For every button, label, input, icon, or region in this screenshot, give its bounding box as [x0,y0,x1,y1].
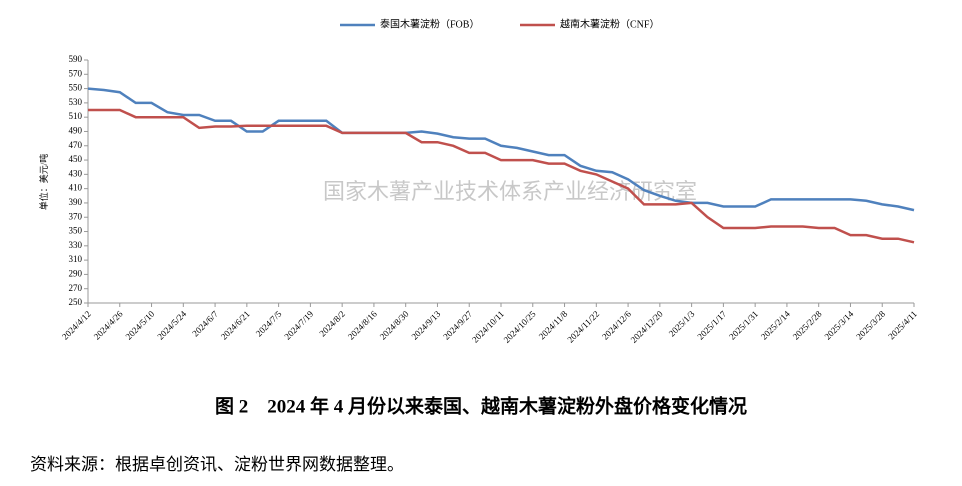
x-tick-label: 2024/10/25 [502,308,538,344]
x-tick-label: 2024/5/24 [155,308,188,341]
x-tick-label: 2024/10/11 [470,309,506,345]
x-tick-label: 2024/12/6 [600,308,633,341]
x-tick-label: 2024/11/8 [537,308,570,341]
x-tick-label: 2024/11/22 [565,309,601,345]
y-tick-label: 470 [69,140,83,150]
y-tick-label: 450 [69,154,83,164]
series-line [87,87,915,212]
series-line [88,108,915,244]
caption: 图 2 2024 年 4 月份以来泰国、越南木薯淀粉外盘价格变化情况 [215,394,747,417]
x-tick-label: 2024/6/21 [219,309,252,342]
y-axis-label: 单位：美元/吨 [38,154,49,211]
x-tick-label: 2024/8/16 [346,308,379,341]
y-tick-label: 570 [69,68,83,78]
x-tick-label: 2025/1/17 [695,308,728,341]
y-tick-label: 290 [69,268,83,278]
y-tick-label: 310 [69,254,83,264]
x-tick-label: 2024/4/26 [92,308,125,341]
x-tick-label: 2024/9/27 [441,308,474,341]
x-tick-label: 2024/9/13 [409,308,442,341]
x-tick-label: 2024/7/19 [282,308,315,341]
x-tick-label: 2025/3/28 [854,308,887,341]
y-tick-label: 510 [69,111,83,121]
y-tick-label: 530 [69,97,83,107]
x-tick-label: 2025/4/11 [886,309,919,342]
x-tick-label: 2025/2/14 [759,308,792,341]
x-tick-label: 2025/1/31 [727,309,760,342]
y-tick-label: 390 [69,197,83,207]
x-tick-label: 2024/7/5 [254,308,284,338]
legend-label: 越南木薯淀粉（CNF） [560,17,659,30]
y-tick-label: 430 [69,168,83,178]
x-tick-label: 2025/3/14 [822,308,855,341]
y-tick-label: 490 [69,126,83,136]
y-tick-label: 350 [69,226,83,236]
legend-label: 泰国木薯淀粉（FOB） [380,17,479,30]
x-tick-label: 2024/8/2 [317,309,347,339]
y-tick-label: 590 [69,54,83,64]
x-tick-label: 2024/12/20 [629,308,665,344]
x-tick-label: 2025/1/3 [667,308,697,338]
y-tick-label: 250 [69,297,83,307]
x-tick-label: 2024/4/12 [60,309,93,342]
x-tick-label: 2025/2/28 [791,308,824,341]
source-note: 资料来源：根据卓创资讯、淀粉世界网数据整理。 [30,455,404,474]
y-tick-label: 410 [69,183,83,193]
x-tick-label: 2024/8/30 [378,308,411,341]
y-tick-label: 330 [69,240,83,250]
x-tick-label: 2024/5/10 [124,308,157,341]
x-tick-label: 2024/6/7 [190,308,220,338]
y-tick-label: 270 [69,283,83,293]
y-tick-label: 370 [69,211,83,221]
y-tick-label: 550 [69,83,83,93]
